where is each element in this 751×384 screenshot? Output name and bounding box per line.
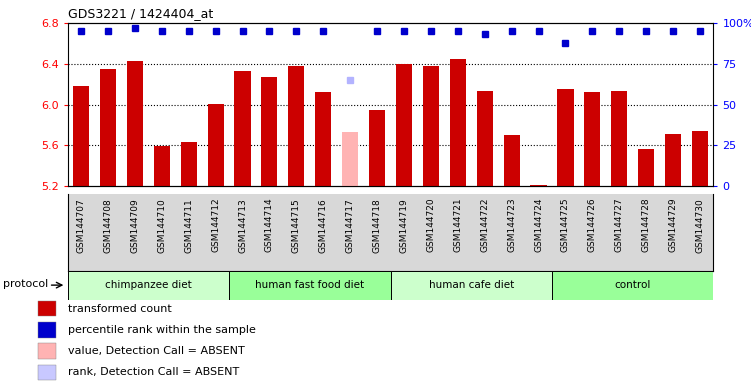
Bar (229, 271, 391, 300)
Text: GSM144710: GSM144710 (157, 198, 166, 253)
Text: GSM144719: GSM144719 (400, 198, 409, 253)
Bar (207, 104, 224, 186)
Text: GSM144708: GSM144708 (104, 198, 113, 253)
Bar (127, 61, 143, 186)
Text: GSM144720: GSM144720 (427, 198, 436, 252)
Text: GSM144727: GSM144727 (615, 198, 624, 252)
Bar (100, 69, 116, 186)
Text: GSM144725: GSM144725 (561, 198, 570, 252)
Bar (288, 66, 304, 186)
Text: percentile rank within the sample: percentile rank within the sample (68, 325, 255, 335)
Bar (391, 271, 552, 300)
Bar (38, 364, 56, 380)
Bar (477, 91, 493, 186)
Bar (38, 322, 56, 338)
Text: GSM144715: GSM144715 (292, 198, 301, 253)
Bar (584, 93, 601, 186)
Text: control: control (614, 280, 651, 290)
Text: GSM144723: GSM144723 (507, 198, 516, 252)
Bar (38, 343, 56, 359)
Text: GSM144711: GSM144711 (184, 198, 193, 253)
Text: GSM144712: GSM144712 (211, 198, 220, 252)
Text: GSM144722: GSM144722 (480, 198, 489, 252)
Text: GSM144721: GSM144721 (454, 198, 463, 252)
Bar (181, 142, 197, 186)
Bar (665, 134, 681, 186)
Bar (611, 91, 627, 186)
Bar (638, 149, 654, 186)
Bar (423, 66, 439, 186)
Bar (342, 132, 358, 186)
Bar (315, 93, 331, 186)
Bar (503, 135, 520, 186)
Text: human fast food diet: human fast food diet (255, 280, 364, 290)
Text: GDS3221 / 1424404_at: GDS3221 / 1424404_at (68, 7, 213, 20)
Bar (557, 89, 574, 186)
Text: GSM144714: GSM144714 (265, 198, 274, 252)
Bar (73, 86, 89, 186)
Bar (234, 71, 251, 186)
Text: GSM144717: GSM144717 (345, 198, 354, 253)
Text: protocol: protocol (4, 279, 49, 289)
Bar (552, 271, 713, 300)
Bar (38, 301, 56, 316)
Text: GSM144728: GSM144728 (641, 198, 650, 252)
Text: GSM144724: GSM144724 (534, 198, 543, 252)
Bar (369, 110, 385, 186)
Text: GSM144716: GSM144716 (318, 198, 327, 253)
Bar (692, 131, 708, 186)
Text: GSM144709: GSM144709 (131, 198, 140, 253)
Text: GSM144707: GSM144707 (77, 198, 86, 253)
Bar (261, 77, 278, 186)
Text: GSM144726: GSM144726 (588, 198, 597, 252)
Bar (450, 59, 466, 186)
Text: GSM144713: GSM144713 (238, 198, 247, 253)
Text: chimpanzee diet: chimpanzee diet (105, 280, 192, 290)
Bar (530, 185, 547, 186)
Text: transformed count: transformed count (68, 304, 171, 314)
Text: rank, Detection Call = ABSENT: rank, Detection Call = ABSENT (68, 367, 239, 377)
Bar (396, 64, 412, 186)
Text: GSM144718: GSM144718 (372, 198, 382, 253)
Bar (68, 271, 229, 300)
Text: GSM144730: GSM144730 (695, 198, 704, 253)
Text: GSM144729: GSM144729 (668, 198, 677, 252)
Text: value, Detection Call = ABSENT: value, Detection Call = ABSENT (68, 346, 244, 356)
Bar (154, 146, 170, 186)
Text: human cafe diet: human cafe diet (429, 280, 514, 290)
